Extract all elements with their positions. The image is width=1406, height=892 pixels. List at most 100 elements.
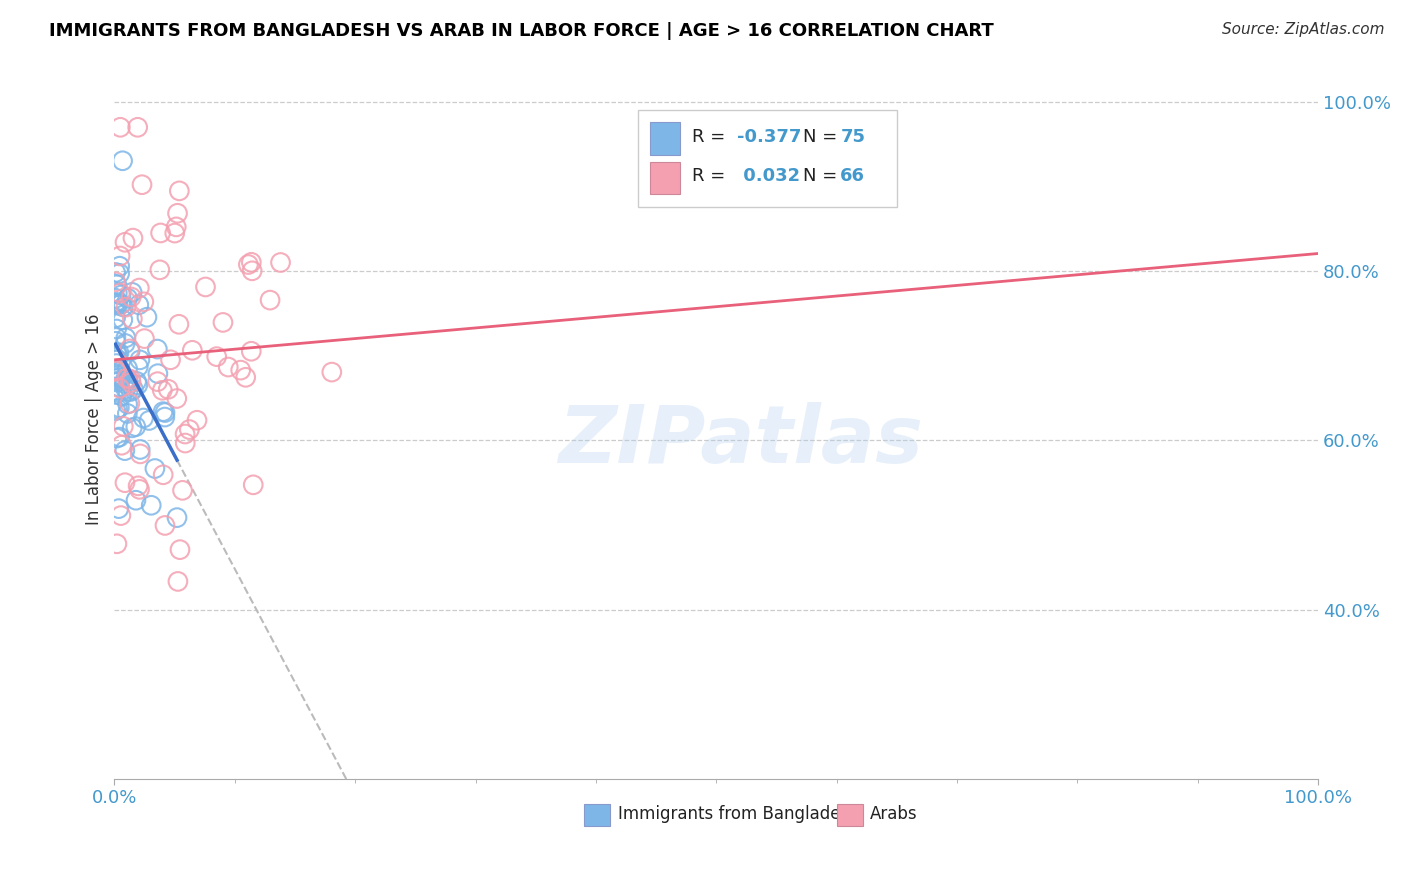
Point xyxy=(114,382,136,396)
Point xyxy=(122,231,145,245)
Point xyxy=(122,382,145,396)
Point xyxy=(120,376,142,390)
FancyBboxPatch shape xyxy=(650,161,681,194)
Point xyxy=(111,312,134,326)
Point xyxy=(194,280,217,294)
Point xyxy=(111,438,134,452)
Text: 0.032: 0.032 xyxy=(737,167,800,186)
Point xyxy=(166,392,188,406)
Point xyxy=(153,518,176,533)
Point xyxy=(166,510,188,524)
Point xyxy=(172,483,194,498)
Y-axis label: In Labor Force | Age > 16: In Labor Force | Age > 16 xyxy=(86,313,103,525)
Point xyxy=(105,368,128,382)
Point xyxy=(104,265,127,279)
Point xyxy=(127,479,149,493)
Point xyxy=(105,353,128,368)
Point xyxy=(117,291,139,305)
Point xyxy=(129,447,152,461)
Point xyxy=(115,331,138,345)
Point xyxy=(159,352,181,367)
FancyBboxPatch shape xyxy=(583,804,610,826)
Point xyxy=(238,258,260,272)
Point xyxy=(114,336,136,351)
Point xyxy=(129,352,152,367)
Point xyxy=(108,373,131,387)
Point xyxy=(105,537,128,551)
Point xyxy=(107,401,129,416)
Point xyxy=(105,277,128,292)
Point xyxy=(136,310,159,325)
FancyBboxPatch shape xyxy=(837,804,863,826)
Point xyxy=(120,344,142,359)
Point xyxy=(141,498,163,512)
Point xyxy=(167,574,190,589)
Point xyxy=(143,461,166,475)
Point xyxy=(212,315,235,329)
Point xyxy=(134,332,156,346)
Point xyxy=(110,288,132,302)
Point xyxy=(104,363,127,377)
Point xyxy=(115,300,138,314)
Text: 66: 66 xyxy=(841,167,865,186)
Point xyxy=(105,296,128,310)
Point xyxy=(104,296,127,310)
Point xyxy=(110,297,132,311)
Point xyxy=(105,285,128,300)
Point xyxy=(125,419,148,434)
Point xyxy=(240,344,263,359)
Point xyxy=(125,493,148,508)
Point xyxy=(174,436,197,450)
Point xyxy=(108,430,131,444)
Text: ZIPatlas: ZIPatlas xyxy=(558,401,922,480)
Point xyxy=(108,345,131,359)
Text: Immigrants from Bangladesh: Immigrants from Bangladesh xyxy=(617,805,859,823)
Point xyxy=(107,298,129,312)
Point xyxy=(138,413,160,427)
Point xyxy=(110,508,132,523)
Point xyxy=(117,361,139,376)
Point xyxy=(169,184,191,198)
Point xyxy=(118,342,141,356)
Point xyxy=(127,120,149,135)
Point xyxy=(105,431,128,445)
Point xyxy=(105,357,128,371)
Point xyxy=(112,419,135,434)
Point xyxy=(321,365,343,379)
Point xyxy=(118,396,141,410)
Point xyxy=(120,290,142,304)
Point xyxy=(114,443,136,458)
Point xyxy=(105,345,128,359)
Text: Source: ZipAtlas.com: Source: ZipAtlas.com xyxy=(1222,22,1385,37)
Text: R =: R = xyxy=(692,128,731,146)
Point xyxy=(163,226,186,240)
Point xyxy=(127,359,149,374)
Point xyxy=(108,259,131,273)
Point xyxy=(107,375,129,389)
Point xyxy=(117,373,139,387)
Point xyxy=(157,382,180,396)
Point xyxy=(240,255,263,269)
Point xyxy=(128,298,150,312)
Point xyxy=(121,311,143,326)
Point xyxy=(146,367,169,381)
Point xyxy=(167,318,190,332)
Point xyxy=(108,370,131,384)
Point xyxy=(174,427,197,442)
Point xyxy=(110,389,132,403)
Point xyxy=(108,401,131,415)
Point xyxy=(149,226,172,240)
Point xyxy=(117,397,139,411)
Text: IMMIGRANTS FROM BANGLADESH VS ARAB IN LABOR FORCE | AGE > 16 CORRELATION CHART: IMMIGRANTS FROM BANGLADESH VS ARAB IN LA… xyxy=(49,22,994,40)
Point xyxy=(127,378,149,392)
Point xyxy=(146,342,169,356)
Text: R =: R = xyxy=(692,167,731,186)
Point xyxy=(104,295,127,310)
Point xyxy=(104,364,127,378)
Point xyxy=(166,206,188,220)
Point xyxy=(121,285,143,300)
Point xyxy=(107,349,129,363)
Text: 75: 75 xyxy=(841,128,865,146)
Point xyxy=(217,359,239,374)
Point xyxy=(149,263,172,277)
